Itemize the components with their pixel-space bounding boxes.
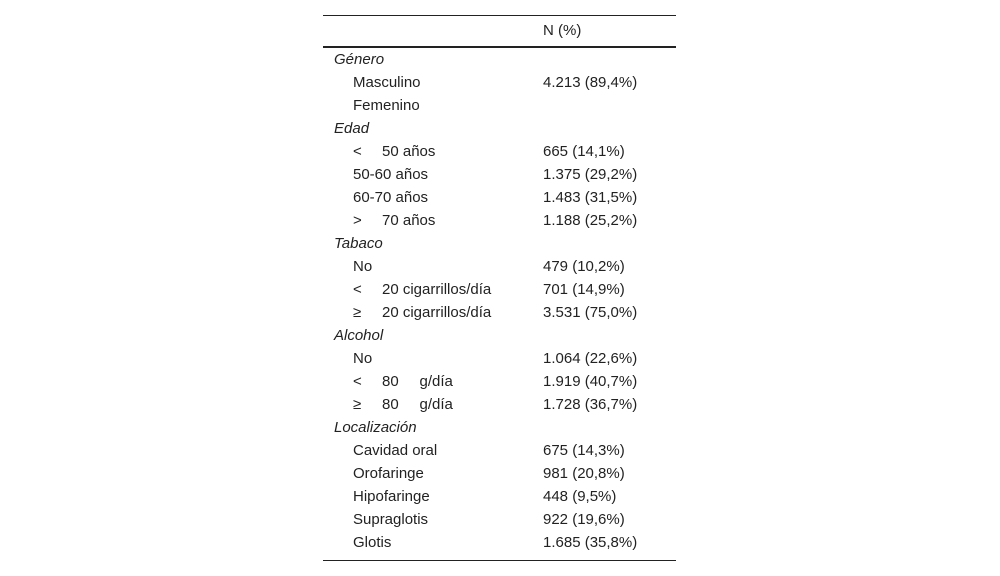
group-title: Género: [334, 51, 385, 68]
row-label: No: [353, 258, 373, 275]
row-label: Masculino: [353, 74, 421, 91]
row-value: 675 (14,3%): [543, 442, 625, 459]
row-value: 701 (14,9%): [543, 281, 625, 298]
row-label: Hipofaringe: [353, 488, 430, 505]
row-value: 1.728 (36,7%): [543, 396, 638, 413]
row-label: 20 cigarrillos/día: [382, 281, 492, 298]
row-symbol: <: [353, 373, 362, 390]
group-title: Localización: [334, 419, 417, 436]
row-label: 50 años: [382, 143, 436, 160]
group-title: Tabaco: [334, 235, 383, 252]
bottom-rule: [323, 560, 676, 561]
row-label: No: [353, 350, 373, 367]
row-value: 1.483 (31,5%): [543, 189, 638, 206]
row-label: 70 años: [382, 212, 436, 229]
row-symbol: >: [353, 212, 362, 229]
row-value: 1.375 (29,2%): [543, 166, 638, 183]
header-rule: [323, 46, 676, 48]
row-value: 1.188 (25,2%): [543, 212, 638, 229]
row-value: 981 (20,8%): [543, 465, 625, 482]
row-label: 50-60 años: [353, 166, 429, 183]
row-symbol: ≥: [353, 304, 362, 321]
row-label: Glotis: [353, 534, 392, 551]
row-symbol: ≥: [353, 396, 362, 413]
row-symbol: <: [353, 281, 362, 298]
row-label: Supraglotis: [353, 511, 429, 528]
row-symbol: <: [353, 143, 362, 160]
row-value: 479 (10,2%): [543, 258, 625, 275]
row-value: 4.213 (89,4%): [543, 74, 638, 91]
row-label: 20 cigarrillos/día: [382, 304, 492, 321]
row-value: 665 (14,1%): [543, 143, 625, 160]
top-rule: [323, 15, 676, 16]
column-header: N (%): [543, 22, 582, 39]
row-label: Cavidad oral: [353, 442, 438, 459]
row-value: 922 (19,6%): [543, 511, 625, 528]
row-label: Femenino: [353, 97, 420, 114]
row-value: 448 (9,5%): [543, 488, 617, 505]
group-title: Alcohol: [334, 327, 384, 344]
row-value: 1.919 (40,7%): [543, 373, 638, 390]
group-title: Edad: [334, 120, 370, 137]
row-label: Orofaringe: [353, 465, 424, 482]
row-label: 60-70 años: [353, 189, 429, 206]
row-value: 1.685 (35,8%): [543, 534, 638, 551]
row-value: 1.064 (22,6%): [543, 350, 638, 367]
row-label: 80 g/día: [382, 373, 453, 390]
row-label: 80 g/día: [382, 396, 453, 413]
row-value: 3.531 (75,0%): [543, 304, 638, 321]
